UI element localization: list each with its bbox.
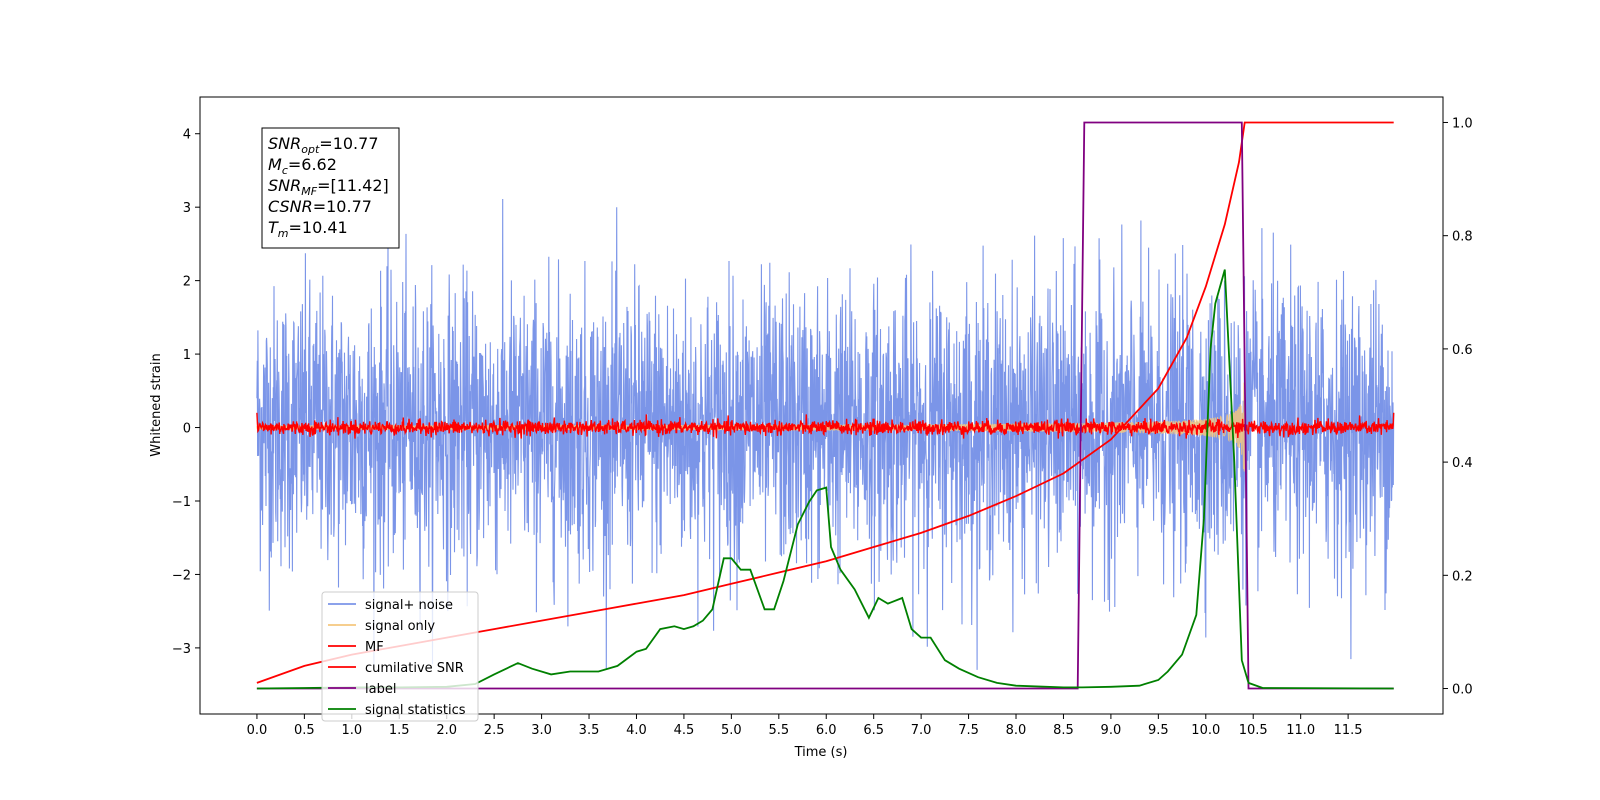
info-box-line: CSNR=10.77 — [268, 197, 372, 216]
x-tick-label: 11.0 — [1286, 723, 1315, 738]
x-tick-label: 7.0 — [911, 723, 932, 738]
y-tick-label: −3 — [172, 642, 191, 657]
legend-label: cumilative SNR — [365, 661, 464, 676]
info-box-symbol: T — [268, 218, 279, 237]
info-box-line: SNRMF=[11.42] — [268, 176, 389, 198]
info-box-line: Tm=10.41 — [268, 218, 348, 240]
legend-label: signal statistics — [365, 703, 466, 718]
x-tick-label: 10.5 — [1239, 723, 1268, 738]
x-axis-title: Time (s) — [794, 745, 848, 760]
y2-tick-label: 0.4 — [1452, 456, 1473, 471]
info-box-value: =[11.42] — [317, 176, 389, 195]
series-2-line — [256, 412, 1395, 439]
x-tick-label: 6.0 — [816, 723, 837, 738]
x-tick-label: 2.0 — [436, 723, 457, 738]
legend-label: MF — [365, 640, 384, 655]
x-tick-label: 9.0 — [1101, 723, 1122, 738]
y-tick-label: −2 — [172, 568, 191, 583]
info-box-subscript: MF — [301, 185, 317, 198]
y2-tick-label: 0.6 — [1452, 343, 1473, 358]
x-tick-label: 5.5 — [768, 723, 789, 738]
x-tick-label: 4.5 — [674, 723, 695, 738]
info-box-frame — [261, 127, 400, 249]
axes: 0.0 0.5 1.0 1.5 2.0 2.5 3.0 3.5 4.0 4.5 5.0 5.5 6.0 6… — [172, 116, 1473, 738]
info-box-subscript: m — [278, 227, 289, 240]
info-box-line: SNRopt=10.77 — [268, 134, 379, 156]
x-tick-label: 2.5 — [484, 723, 505, 738]
y-tick-label: 1 — [183, 348, 191, 363]
x-tick-label: 10.0 — [1191, 723, 1220, 738]
y2-tick-label: 0.8 — [1452, 230, 1473, 245]
series-5-line — [256, 269, 1394, 690]
info-box-subscript: opt — [301, 143, 320, 156]
x-tick-label: 0.0 — [247, 723, 268, 738]
x-tick-label: 3.5 — [579, 723, 600, 738]
y2-tick-label: 0.0 — [1452, 683, 1473, 698]
y-tick-label: −1 — [172, 495, 191, 510]
x-tick-label: 6.5 — [863, 723, 884, 738]
legend-label: signal only — [365, 619, 435, 634]
info-box-value: =6.62 — [288, 155, 337, 174]
info-box-symbol: M — [268, 155, 282, 174]
y-tick-label: 2 — [183, 275, 191, 290]
y2-tick-label: 1.0 — [1452, 116, 1473, 131]
info-box-symbol: SNR — [268, 134, 301, 153]
x-tick-label: 8.0 — [1006, 723, 1027, 738]
info-box-value: =10.41 — [289, 218, 348, 237]
x-tick-label: 9.5 — [1148, 723, 1169, 738]
y-axis-title: Whitened strain — [149, 353, 164, 456]
plot-frame — [199, 96, 1444, 715]
info-box-symbol: SNR — [268, 176, 301, 195]
x-tick-label: 0.5 — [294, 723, 315, 738]
legend-frame — [321, 591, 479, 722]
x-tick-label: 4.0 — [626, 723, 647, 738]
x-tick-label: 5.0 — [721, 723, 742, 738]
info-box-value: =10.77 — [313, 197, 372, 216]
legend-label: signal+ noise — [365, 598, 453, 613]
x-tick-label: 1.5 — [389, 723, 410, 738]
info-box-subscript: c — [282, 164, 288, 177]
x-tick-label: 3.0 — [531, 723, 552, 738]
y-tick-label: 0 — [183, 422, 191, 437]
info-box-value: =10.77 — [319, 134, 378, 153]
y-tick-label: 3 — [183, 201, 191, 216]
info-box-line: Mc=6.62 — [268, 155, 337, 177]
info-box: SNRopt=10.77Mc=6.62SNRMF=[11.42]CSNR=10.… — [261, 127, 400, 249]
y-tick-label: 4 — [183, 128, 191, 143]
x-tick-label: 8.5 — [1053, 723, 1074, 738]
legend: signal+ noise signal only MF cumilative SNR… — [321, 591, 479, 722]
x-tick-label: 7.5 — [958, 723, 979, 738]
legend-label: label — [365, 682, 396, 697]
info-box-symbol: CSNR — [268, 197, 313, 216]
y2-tick-label: 0.2 — [1452, 569, 1473, 584]
x-tick-label: 11.5 — [1334, 723, 1363, 738]
x-tick-label: 1.0 — [341, 723, 362, 738]
